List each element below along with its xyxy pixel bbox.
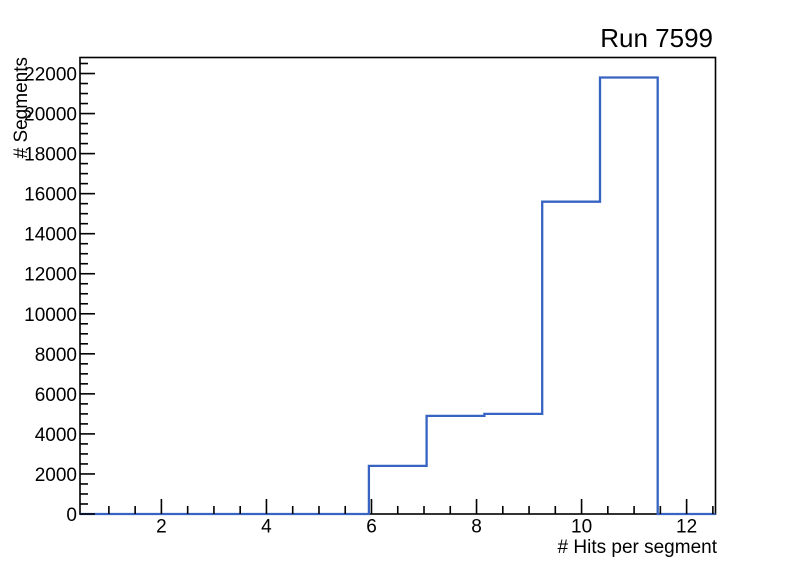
chart-title: Run 7599 bbox=[600, 23, 713, 53]
y-tick-label: 14000 bbox=[24, 225, 77, 246]
y-axis-title: # Segments bbox=[11, 57, 32, 158]
x-tick-label: 8 bbox=[471, 517, 482, 538]
y-tick-label: 16000 bbox=[24, 185, 77, 206]
x-axis-title: # Hits per segment bbox=[558, 537, 718, 558]
y-tick-label: 4000 bbox=[35, 425, 77, 446]
y-tick-label: 12000 bbox=[24, 265, 77, 286]
y-tick-label: 18000 bbox=[24, 145, 77, 166]
x-tick-label: 2 bbox=[156, 517, 167, 538]
plot-frame bbox=[79, 56, 717, 515]
y-tick-label: 10000 bbox=[24, 305, 77, 326]
x-tick-label: 6 bbox=[366, 517, 377, 538]
x-tick-label: 12 bbox=[676, 517, 697, 538]
y-tick-label: 0 bbox=[66, 505, 77, 526]
y-tick-label: 6000 bbox=[35, 385, 77, 406]
x-tick-label: 4 bbox=[261, 517, 272, 538]
histogram-line bbox=[80, 76, 716, 516]
y-tick-label: 8000 bbox=[35, 345, 77, 366]
x-tick-label: 10 bbox=[571, 517, 592, 538]
y-tick-label: 2000 bbox=[35, 465, 77, 486]
y-tick-label: 22000 bbox=[24, 65, 77, 86]
y-tick-label: 20000 bbox=[24, 105, 77, 126]
